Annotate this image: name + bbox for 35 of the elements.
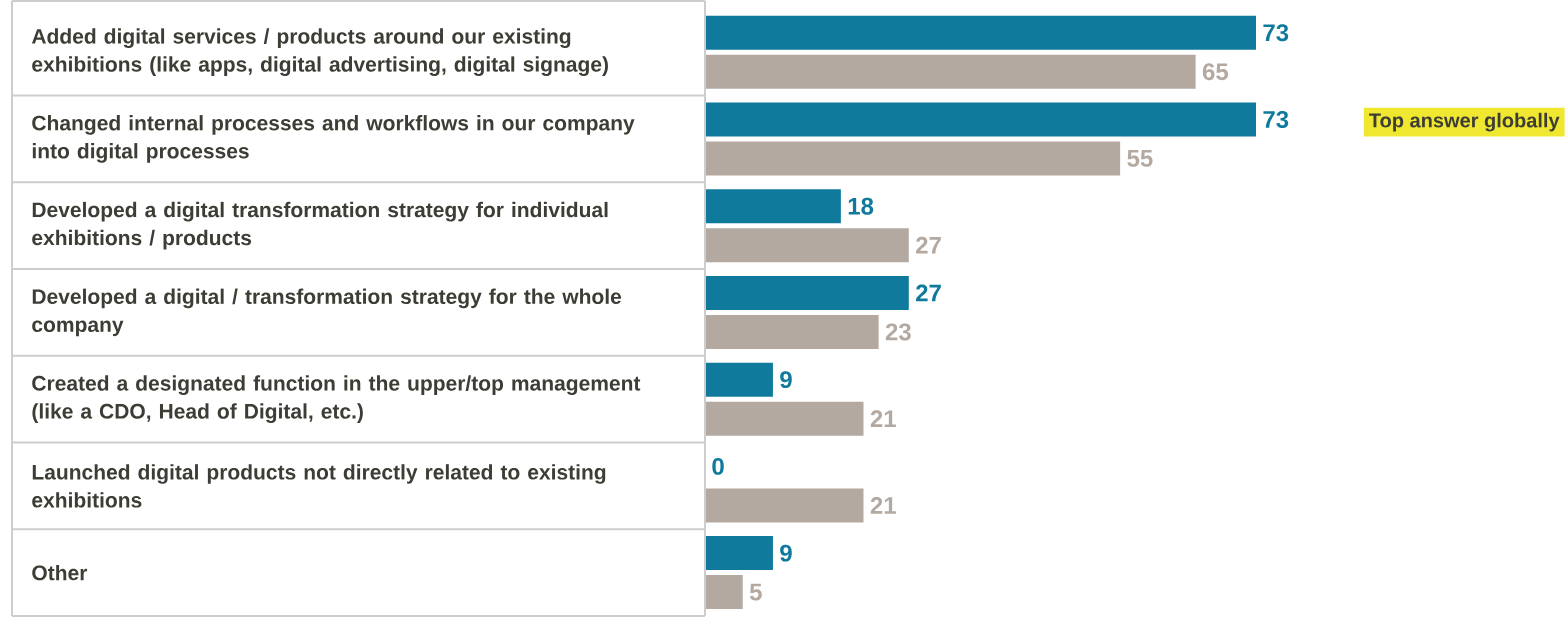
data-label: 65 <box>1202 63 1229 81</box>
y-tick-label: Added digital services / products around our existing exhibitions (like apps, digital advertising, digital signage) <box>31 28 608 77</box>
y-tick-label: Changed internal processes and workflows in our company into digital processes <box>32 115 635 163</box>
data-label: 21 <box>870 497 896 514</box>
y-tick-label: Created a designated function in the upper/top management (like a CDO, Head of Digital, etc.) <box>32 375 641 423</box>
bar <box>705 54 1196 89</box>
bar <box>705 102 1256 137</box>
bar <box>705 141 1121 176</box>
data-label: 5 <box>749 583 762 601</box>
data-label: 27 <box>916 284 941 302</box>
y-tick-label: Launched digital products not directly related to existing exhibitions <box>32 464 606 508</box>
bar <box>705 488 864 523</box>
y-tick-label: Developed a digital / transformation strategy for the whole company <box>32 288 622 337</box>
data-label: 9 <box>780 544 792 562</box>
bar <box>705 15 1256 50</box>
bar <box>705 362 773 397</box>
bar <box>705 228 909 263</box>
y-tick-label: Other <box>32 564 88 581</box>
data-label: 9 <box>780 371 792 389</box>
text: Top answer globally <box>1369 112 1560 132</box>
data-label: 73 <box>1263 110 1289 128</box>
y-tick-label: Developed a digital transformation strategy for individual exhibitions / products <box>32 201 608 250</box>
bar <box>705 575 743 610</box>
data-label: 27 <box>916 236 941 254</box>
data-label: 21 <box>870 410 896 428</box>
data-label: 23 <box>885 323 911 341</box>
data-label: 55 <box>1127 150 1153 167</box>
data-label: 18 <box>848 197 874 215</box>
bar <box>705 536 773 571</box>
bar <box>705 401 864 436</box>
data-label: 0 <box>712 457 724 475</box>
bar <box>705 189 841 224</box>
bar <box>705 314 879 349</box>
data-label: 73 <box>1263 24 1289 42</box>
bar <box>705 275 909 310</box>
